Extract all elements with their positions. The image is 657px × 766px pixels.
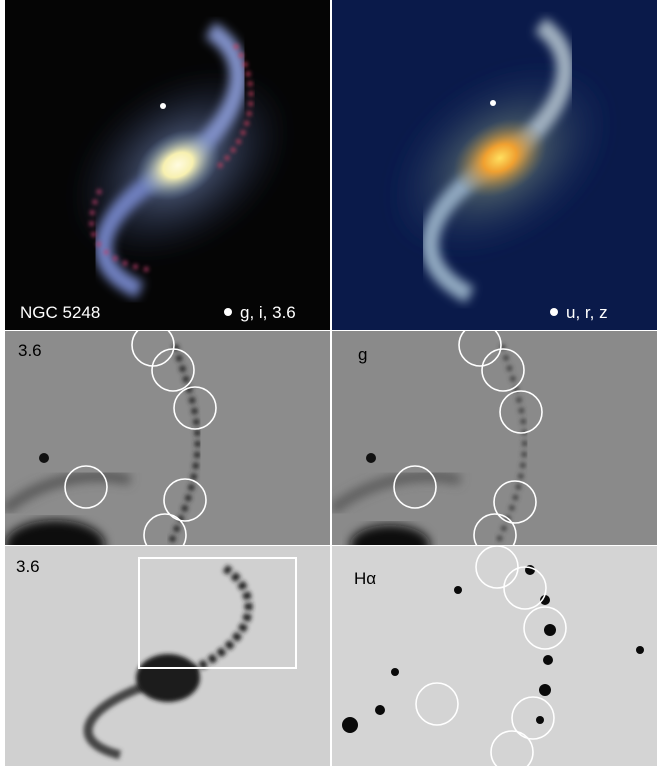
- panel-urz: [332, 0, 657, 330]
- beam-marker: [224, 308, 232, 316]
- panel-label: 3.6: [18, 341, 42, 360]
- panel-36-zoom: [5, 331, 330, 545]
- panel-label: NGC 5248: [20, 303, 100, 322]
- panel-label: Hα: [354, 569, 376, 588]
- panel-label: u, r, z: [566, 303, 608, 322]
- beam-marker: [550, 308, 558, 316]
- panel-36-full: [5, 546, 330, 766]
- panel-gi36: [5, 0, 330, 330]
- panel-label: 3.6: [16, 557, 40, 576]
- panel-label: g: [358, 345, 367, 364]
- panel-label: g, i, 3.6: [240, 303, 296, 322]
- panel-g-zoom: [332, 331, 657, 545]
- panel-halpha: [332, 546, 657, 766]
